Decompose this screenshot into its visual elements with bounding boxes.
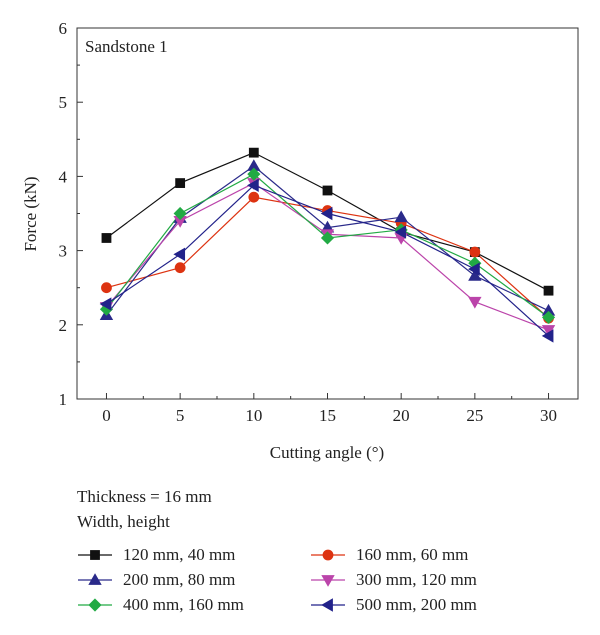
data-point-series-1 [174,262,186,274]
legend-title-dimensions: Width, height [77,512,170,531]
x-tick-label: 0 [102,406,111,425]
axis-ticks: 0 5 10 15 20 25 30 1 2 3 4 5 6 [59,19,558,425]
data-point-series-0 [543,285,554,296]
legend-swatch [311,575,345,587]
data-point-series-4 [173,206,187,221]
data-point-series-5 [247,178,259,192]
data-point-series-0 [322,185,333,196]
legend-swatch [78,573,112,585]
legend-marker [88,573,102,585]
series-points [99,147,556,343]
data-point-series-5 [173,247,186,261]
x-tick-label: 20 [393,406,410,425]
y-tick-label: 6 [59,19,68,38]
legend-marker [321,575,335,587]
legend-label: 120 mm, 40 mm [123,545,236,564]
y-tick-label: 3 [59,242,68,261]
x-tick-label: 30 [540,406,557,425]
legend-entry-0: 120 mm, 40 mm [77,544,235,566]
y-tick-label: 5 [59,93,68,112]
x-axis-label: Cutting angle (°) [270,443,384,462]
legend-entry-2: 200 mm, 80 mm [77,569,235,591]
legend-marker [90,550,100,560]
data-point-series-2 [468,269,482,281]
legend-entry-4: 400 mm, 160 mm [77,594,244,616]
x-tick-label: 10 [245,406,262,425]
data-point-series-5 [394,225,407,239]
legend-marker [321,598,333,612]
legend-swatch [311,549,345,561]
x-tick-label: 15 [319,406,336,425]
chart-annotation: Sandstone 1 [85,37,168,56]
y-axis-label: Force (kN) [21,176,40,251]
data-point-series-4 [320,231,335,245]
legend-label: 160 mm, 60 mm [356,545,469,564]
data-point-series-1 [469,246,481,258]
data-point-series-1 [101,282,112,294]
legend-entry-3: 300 mm, 120 mm [310,569,477,591]
data-point-series-0 [248,147,259,158]
data-point-series-5 [99,297,112,311]
legend-swatch [78,598,112,612]
data-point-series-5 [468,262,480,276]
y-tick-label: 1 [59,390,68,409]
legend-marker [322,549,334,561]
legend-marker [88,598,102,612]
y-tick-label: 4 [59,167,68,186]
data-point-series-3 [468,296,482,309]
x-tick-label: 25 [466,406,483,425]
data-point-series-4 [247,167,261,181]
data-point-series-0 [101,233,112,243]
series-line-4 [105,173,549,318]
data-point-series-2 [394,210,408,223]
data-point-series-4 [541,310,556,324]
data-point-series-0 [175,178,186,188]
legend-label: 500 mm, 200 mm [356,595,477,614]
legend-entry-5: 500 mm, 200 mm [310,594,477,616]
data-point-series-5 [320,206,333,221]
legend-entry-1: 160 mm, 60 mm [310,544,468,566]
legend-label: 200 mm, 80 mm [123,570,236,589]
line-chart: Sandstone 1 Cutting angle (°) Force (kN)… [21,19,579,462]
legend-swatch [78,550,112,560]
legend-label: 300 mm, 120 mm [356,570,477,589]
legend-title-thickness: Thickness = 16 mm [77,487,212,506]
x-tick-label: 5 [176,406,185,425]
y-tick-label: 2 [59,316,68,335]
data-point-series-5 [541,329,554,343]
legend-swatch [311,598,345,612]
legend-label: 400 mm, 160 mm [123,595,244,614]
data-point-series-1 [248,191,260,203]
